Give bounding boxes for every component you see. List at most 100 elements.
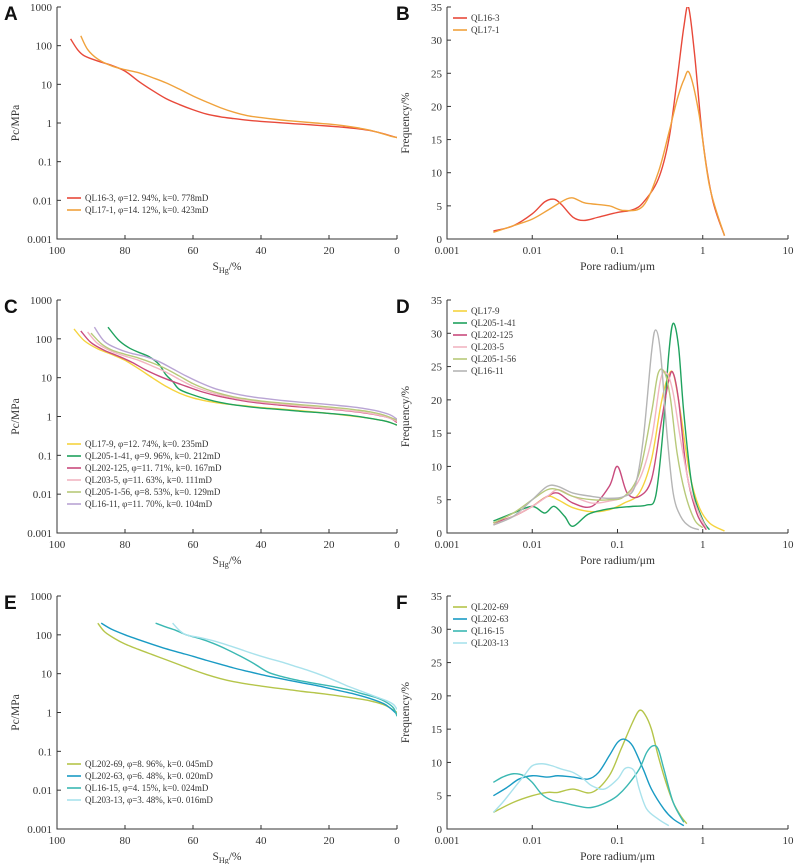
series-line xyxy=(93,326,397,420)
legend-entry: QL16-11 xyxy=(471,366,504,376)
legend-entry: QL202-63, φ=6. 48%, k=0. 020mD xyxy=(85,771,213,781)
x-tick-label: 100 xyxy=(49,245,66,257)
series-line xyxy=(493,322,711,531)
legend-entry: QL202-125 xyxy=(471,330,513,340)
y-tick-label: 1 xyxy=(47,412,53,424)
series-line xyxy=(107,326,397,426)
y-tick-label: 1 xyxy=(47,708,53,720)
y-tick-label: 1 xyxy=(47,118,53,130)
x-tick-label: 0.01 xyxy=(523,835,542,847)
panel-e: E 0.001 0.01 0.1 1 10 100 1000 100 80 60 40 20 0 Pc/MP… xyxy=(4,591,400,864)
series-line xyxy=(87,331,397,422)
y-axis-label: Pc/MPa xyxy=(10,694,22,730)
series-line xyxy=(90,332,397,421)
y-tick-label: 0.1 xyxy=(38,746,52,758)
x-tick-label: 10 xyxy=(783,245,795,257)
panel-letter: A xyxy=(4,4,18,25)
y-tick-label: 1000 xyxy=(30,2,53,14)
legend-entry: QL16-15, φ=4. 15%, k=0. 024mD xyxy=(85,783,209,793)
panel-letter: F xyxy=(396,593,408,614)
y-axis-label: Pc/MPa xyxy=(10,105,22,141)
x-tick-label: 0 xyxy=(394,835,400,847)
y-tick-label: 0 xyxy=(437,824,443,836)
panel-letter: E xyxy=(4,593,17,614)
x-tick-label: 80 xyxy=(120,245,132,257)
legend-entry: QL17-9 xyxy=(471,306,500,316)
y-tick-label: 5 xyxy=(437,791,443,803)
y-tick-label: 15 xyxy=(431,724,443,736)
y-tick-label: 10 xyxy=(431,757,443,769)
y-tick-label: 5 xyxy=(437,495,443,507)
y-axis-label: Frequency/% xyxy=(400,385,412,447)
x-tick-label: 100 xyxy=(49,539,66,551)
x-tick-label: 1 xyxy=(700,539,706,551)
series-line xyxy=(80,35,397,139)
x-tick-label: 0.001 xyxy=(435,245,460,257)
y-tick-label: 25 xyxy=(431,658,443,670)
series-line xyxy=(493,70,726,236)
x-tick-label: 0 xyxy=(394,245,400,257)
x-axis-label: SHg/% xyxy=(213,555,242,569)
y-tick-label: 0.01 xyxy=(33,785,52,797)
y-tick-label: 30 xyxy=(431,35,443,47)
x-tick-label: 0.01 xyxy=(523,539,542,551)
legend-entry: QL17-1 xyxy=(471,25,500,35)
legend-entry: QL205-1-41, φ=9. 96%, k=0. 212mD xyxy=(85,451,221,461)
y-tick-label: 100 xyxy=(36,334,53,346)
y-tick-label: 0.001 xyxy=(27,824,52,836)
x-tick-label: 0.1 xyxy=(611,245,625,257)
legend-entry: QL203-13, φ=3. 48%, k=0. 016mD xyxy=(85,795,213,805)
x-tick-label: 0.1 xyxy=(611,835,625,847)
legend-entry: QL205-1-56, φ=8. 53%, k=0. 129mD xyxy=(85,487,221,497)
panel-letter: C xyxy=(4,297,18,318)
legend-entry: QL203-5 xyxy=(471,342,504,352)
y-tick-label: 10 xyxy=(41,669,53,681)
x-axis-label: SHg/% xyxy=(213,261,242,275)
y-tick-label: 25 xyxy=(431,362,443,374)
x-tick-label: 40 xyxy=(256,245,268,257)
y-tick-label: 35 xyxy=(431,2,443,14)
panel-a: A 0.001 0.01 0.1 1 10 100 1000 100 80 60 40 20 0 Pc/MP… xyxy=(4,2,400,275)
y-axis-label: Frequency/% xyxy=(400,681,412,743)
y-tick-label: 20 xyxy=(431,101,443,113)
axis-frame xyxy=(446,7,788,240)
x-axis-label: SHg/% xyxy=(213,851,242,864)
x-tick-label: 10 xyxy=(783,835,795,847)
y-tick-label: 15 xyxy=(431,135,443,147)
y-tick-label: 0.01 xyxy=(33,489,52,501)
x-tick-label: 80 xyxy=(120,539,132,551)
series-line xyxy=(493,744,685,823)
panel-f: F 0 5 10 15 20 25 30 35 0.001 0.01 0.1 1 10 Frequency/… xyxy=(396,591,794,863)
y-axis-label: Frequency/% xyxy=(400,92,412,154)
y-tick-label: 20 xyxy=(431,691,443,703)
y-tick-label: 0.001 xyxy=(27,528,52,540)
x-tick-label: 1 xyxy=(700,245,706,257)
x-tick-label: 10 xyxy=(783,539,795,551)
series-line xyxy=(493,370,707,528)
x-tick-label: 20 xyxy=(324,835,336,847)
y-tick-label: 0 xyxy=(437,528,443,540)
legend-entry: QL16-3, φ=12. 94%, k=0. 778mD xyxy=(85,193,209,203)
panel-c: C 0.001 0.01 0.1 1 10 100 1000 100 80 60 40 20 0 Pc/MP… xyxy=(4,295,400,569)
series-line xyxy=(172,622,397,710)
x-tick-label: 0.001 xyxy=(435,835,460,847)
y-tick-label: 25 xyxy=(431,68,443,80)
legend-entry: QL205-1-41 xyxy=(471,318,516,328)
series-line xyxy=(493,709,688,825)
x-tick-label: 40 xyxy=(256,835,268,847)
legend-entry: QL202-69, φ=8. 96%, k=0. 045mD xyxy=(85,759,213,769)
y-tick-label: 100 xyxy=(36,41,53,53)
x-tick-label: 100 xyxy=(49,835,66,847)
y-tick-label: 35 xyxy=(431,591,443,603)
x-tick-label: 0.001 xyxy=(435,539,460,551)
y-tick-label: 1000 xyxy=(30,591,53,603)
y-tick-label: 30 xyxy=(431,328,443,340)
x-tick-label: 0 xyxy=(394,539,400,551)
legend-entry: QL203-5, φ=11. 63%, k=0. 111mD xyxy=(85,475,212,485)
legend-entry: QL16-11, φ=11. 70%, k=0. 104mD xyxy=(85,499,213,509)
legend-entry: QL205-1-56 xyxy=(471,354,516,364)
x-tick-label: 60 xyxy=(188,245,200,257)
y-tick-label: 0 xyxy=(437,234,443,246)
x-tick-label: 0.01 xyxy=(523,245,542,257)
